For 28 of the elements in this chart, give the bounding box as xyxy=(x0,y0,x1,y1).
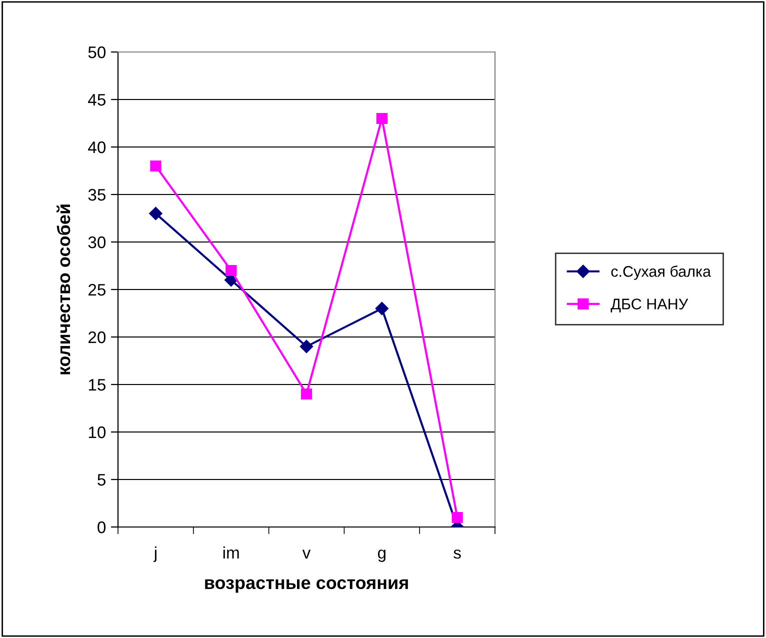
point xyxy=(300,388,312,400)
point xyxy=(452,512,463,524)
point xyxy=(376,112,388,124)
x-axis-title: возрастные состояния xyxy=(205,579,408,593)
y-tick-label: 15 xyxy=(88,379,106,391)
x-tick-label: im xyxy=(223,546,239,559)
x-tick-label: s xyxy=(454,550,461,559)
y-tick-label: 40 xyxy=(88,141,106,154)
x-tick-label: v xyxy=(302,550,311,559)
x-tick-label: g xyxy=(378,550,386,562)
y-tick-label: 5 xyxy=(98,474,106,486)
legend-label: с.Сухая балка xyxy=(611,266,712,280)
y-tick-label: 35 xyxy=(88,188,106,201)
y-axis-title: количество особей xyxy=(56,204,70,374)
y-tick-label: 20 xyxy=(88,331,106,344)
y-tick-label: 50 xyxy=(88,46,106,58)
point xyxy=(150,160,162,172)
y-tick-label: 25 xyxy=(88,284,106,296)
x-tick-label: j xyxy=(153,546,156,562)
point xyxy=(149,206,162,220)
legend-label: ДБС НАНУ xyxy=(610,298,688,312)
point xyxy=(300,340,314,354)
y-tick-label: 0 xyxy=(98,521,106,534)
point xyxy=(226,264,237,276)
point xyxy=(375,302,388,316)
y-tick-label: 45 xyxy=(88,94,106,106)
y-tick-label: 10 xyxy=(88,426,106,438)
y-tick-label: 30 xyxy=(88,236,106,248)
